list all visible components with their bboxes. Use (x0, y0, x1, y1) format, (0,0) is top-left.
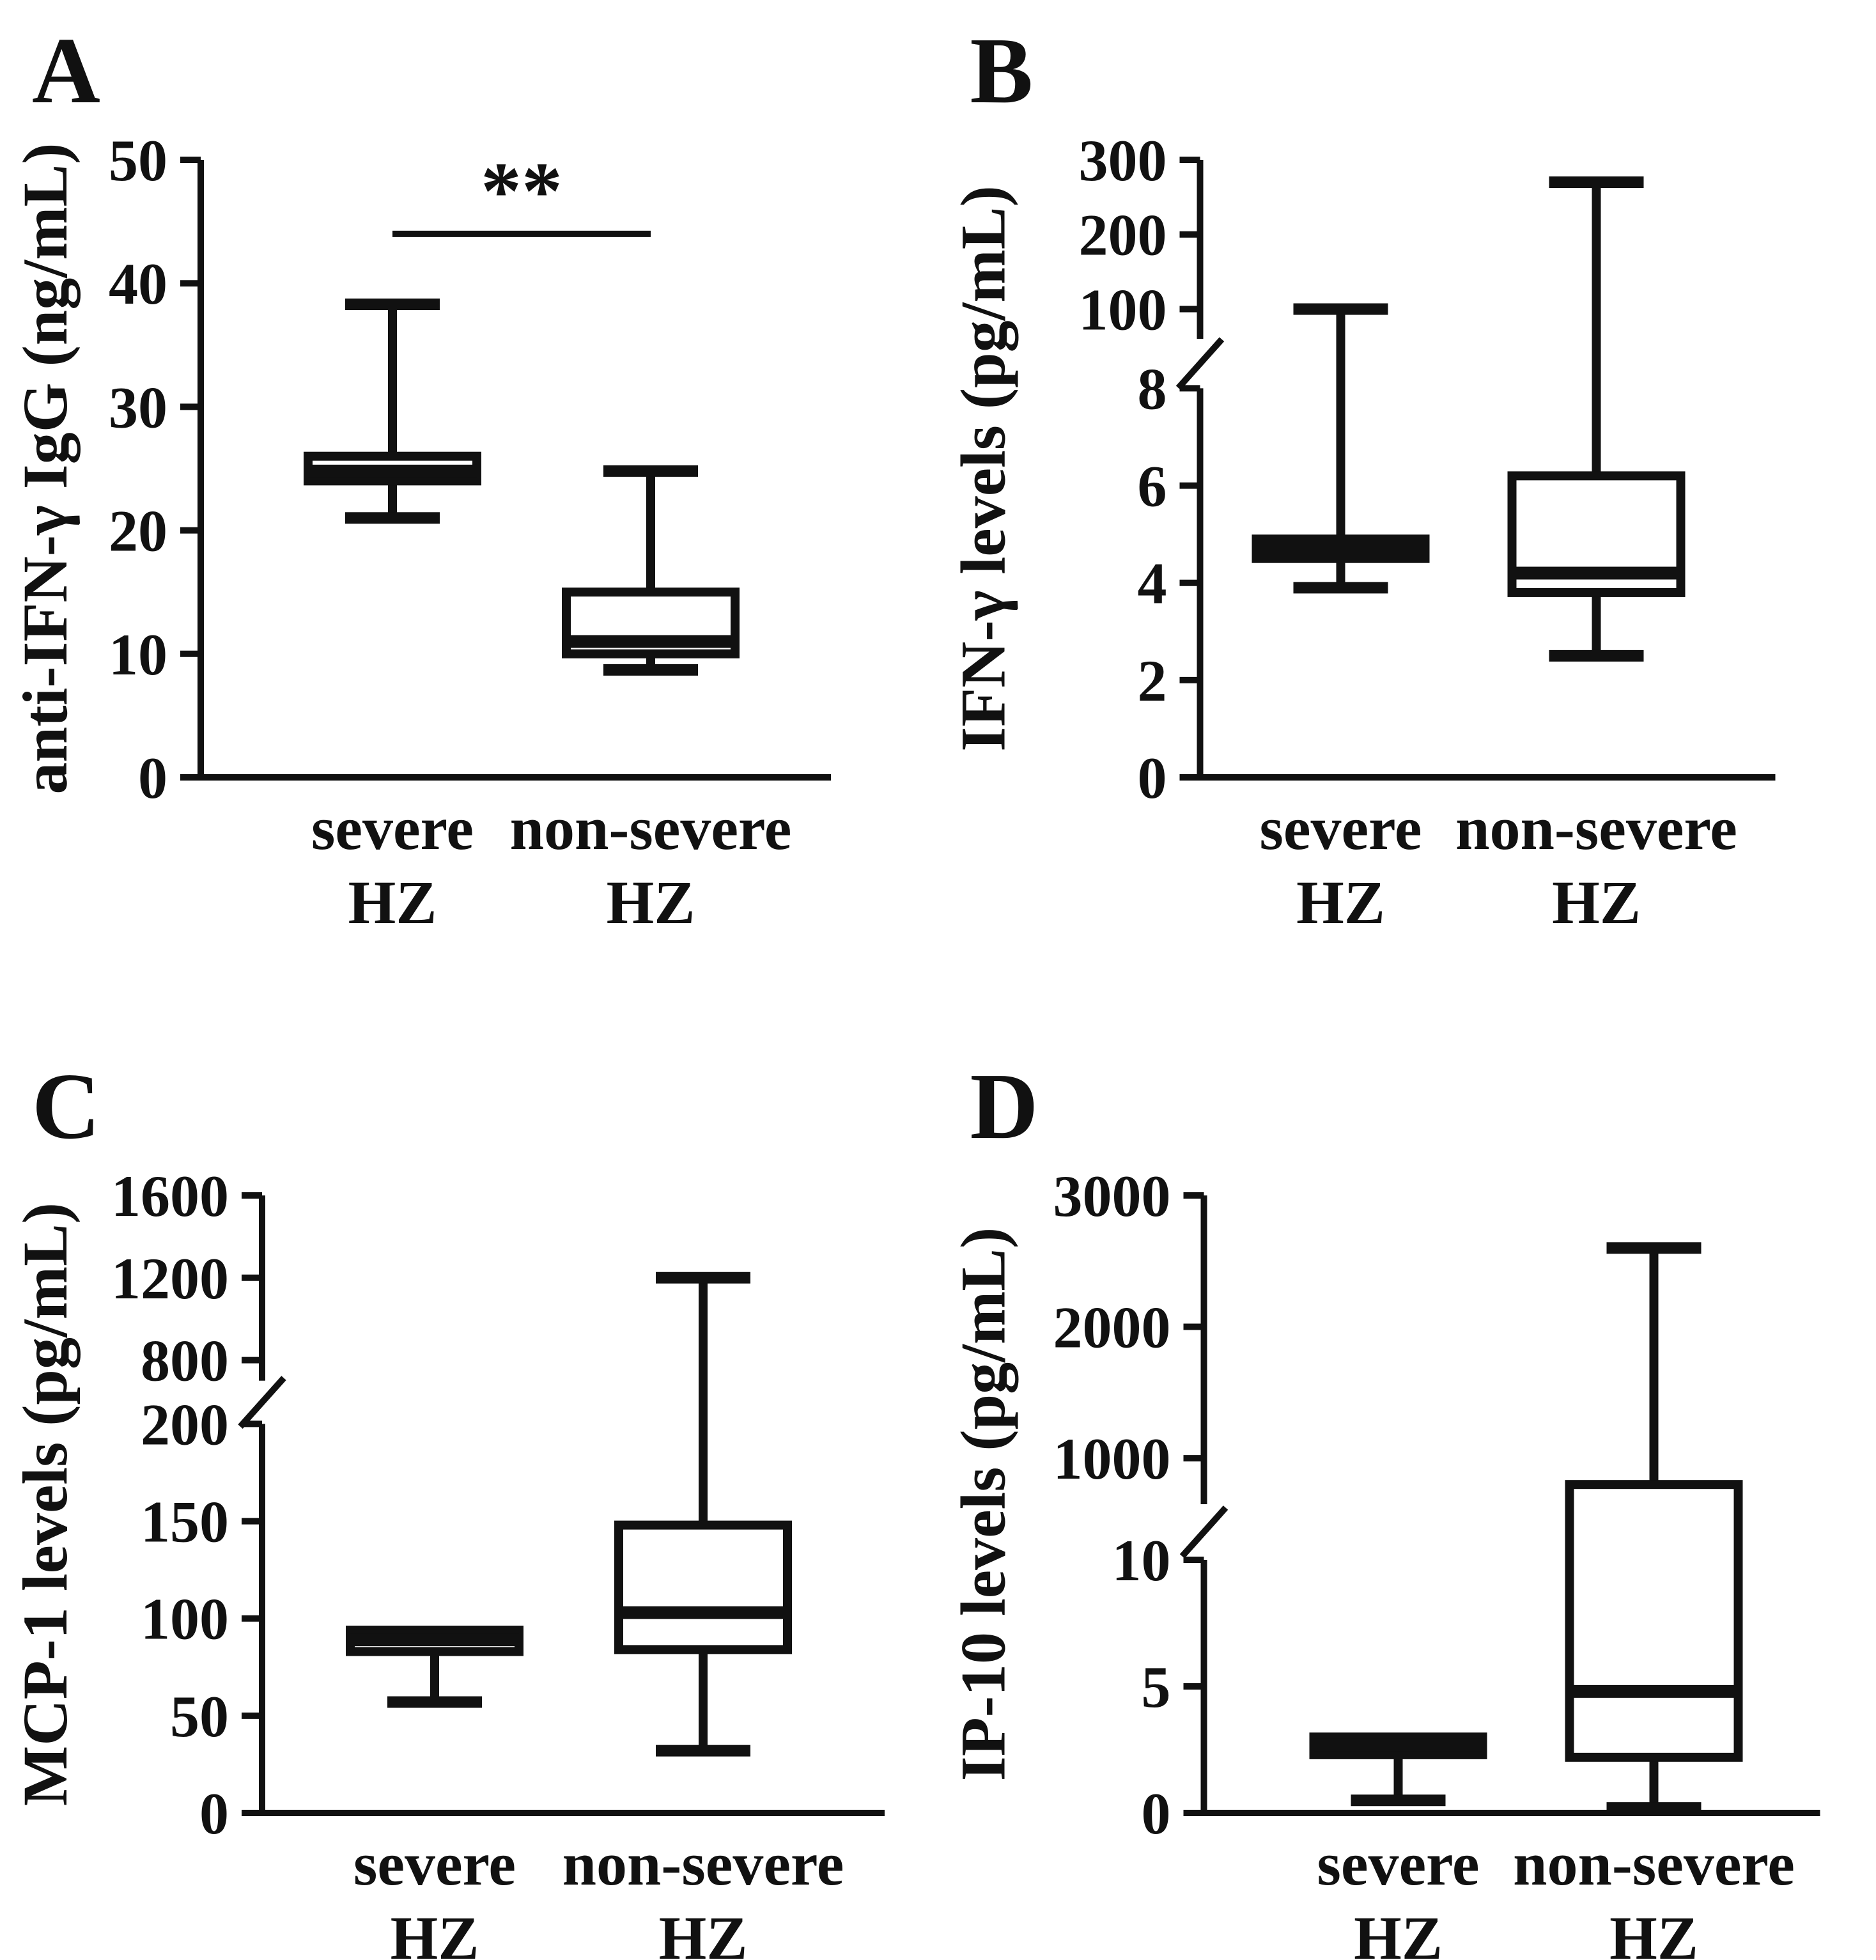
y-tick-label: 200 (1079, 203, 1167, 268)
y-tick-label: 5 (1142, 1654, 1171, 1720)
y-tick-label: 0 (199, 1781, 229, 1846)
y-tick-label: 150 (141, 1489, 229, 1555)
y-tick-label: 3000 (1053, 1163, 1171, 1229)
x-category-label: severe (353, 1830, 516, 1898)
y-tick-label: 2000 (1053, 1295, 1171, 1360)
y-tick-label: 10 (1112, 1528, 1171, 1593)
boxplot-severe-hz (1252, 303, 1430, 594)
x-category-label: HZ (1552, 868, 1641, 937)
y-tick-label: 1000 (1053, 1426, 1171, 1491)
y-tick-label: 100 (1079, 277, 1167, 342)
panel-letter: C (32, 1054, 100, 1159)
y-tick-label: 200 (141, 1392, 229, 1457)
boxplot-non-severe-hz (1565, 1242, 1743, 1814)
y-tick-label: 0 (1142, 1781, 1171, 1846)
y-tick-label: 0 (1138, 745, 1167, 811)
y-axis-title: IFN-γ levels (pg/mL) (948, 185, 1019, 752)
x-category-label: severe (311, 794, 474, 862)
y-tick-label: 20 (109, 499, 167, 564)
axis-break-slash (1175, 337, 1225, 391)
panel-B: B 0 2 4 6 8 100 200 300 IFN-γ levels (pg/mL) sever… (948, 19, 1776, 937)
x-category-label: severe (1317, 1830, 1479, 1898)
y-tick-label: 50 (170, 1684, 229, 1749)
boxplot-severe-hz (346, 1625, 523, 1708)
x-category-label: HZ (1296, 868, 1385, 937)
y-axis-title: anti-IFN-γ IgG (ng/mL) (10, 143, 81, 795)
y-tick-label: 100 (141, 1587, 229, 1652)
panel-D: D 0 5 10 1000 2000 3000 IP-10 levels (pg/mL) sev… (948, 1054, 1820, 1960)
x-category-label: HZ (1354, 1904, 1443, 1960)
y-tick-label: 0 (138, 745, 167, 811)
boxplot-severe-hz (1309, 1732, 1487, 1807)
y-tick-label: 1200 (111, 1246, 229, 1311)
y-tick-label: 8 (1138, 356, 1167, 421)
x-category-label: HZ (348, 868, 437, 937)
y-tick-label: 4 (1138, 551, 1167, 616)
x-category-label: HZ (391, 1904, 479, 1960)
x-category-label: HZ (607, 868, 695, 937)
y-tick-label: 10 (109, 622, 167, 687)
y-axis-title: IP-10 levels (pg/mL) (948, 1227, 1019, 1782)
box-rect (614, 1520, 792, 1654)
y-tick-label: 1600 (111, 1163, 229, 1229)
box-rect (1565, 1480, 1743, 1762)
x-category-label: non-severe (1513, 1830, 1795, 1898)
y-tick-label: 50 (109, 128, 167, 193)
x-category-label: non-severe (510, 794, 792, 862)
y-tick-label: 2 (1138, 648, 1167, 713)
boxplot-non-severe-hz (614, 1272, 792, 1757)
panel-letter: B (970, 19, 1034, 123)
boxplot-non-severe-hz (1507, 176, 1686, 662)
y-tick-label: 6 (1138, 454, 1167, 519)
x-category-label: non-severe (1455, 794, 1737, 862)
y-axis-title: MCP-1 levels (pg/mL) (10, 1202, 81, 1806)
y-tick-label: 300 (1079, 128, 1167, 193)
x-category-label: non-severe (562, 1830, 844, 1898)
y-tick-label: 40 (109, 251, 167, 316)
axis-break-slash (238, 1376, 286, 1429)
x-category-label: HZ (659, 1904, 748, 1960)
panel-letter: A (32, 19, 100, 123)
boxplot-severe-hz (304, 299, 481, 524)
x-category-label: severe (1259, 794, 1422, 862)
y-tick-label: 800 (141, 1328, 229, 1394)
x-category-label: HZ (1609, 1904, 1698, 1960)
panel-letter: D (970, 1054, 1039, 1159)
panel-A: A 0 10 20 30 40 50 anti-IFN-γ IgG (ng/mL) ** seve… (10, 19, 831, 937)
significance-stars: ** (481, 146, 562, 237)
y-tick-label: 30 (109, 375, 167, 440)
axis-break-slash (1179, 1505, 1229, 1559)
boxplot-non-severe-hz (562, 465, 740, 676)
